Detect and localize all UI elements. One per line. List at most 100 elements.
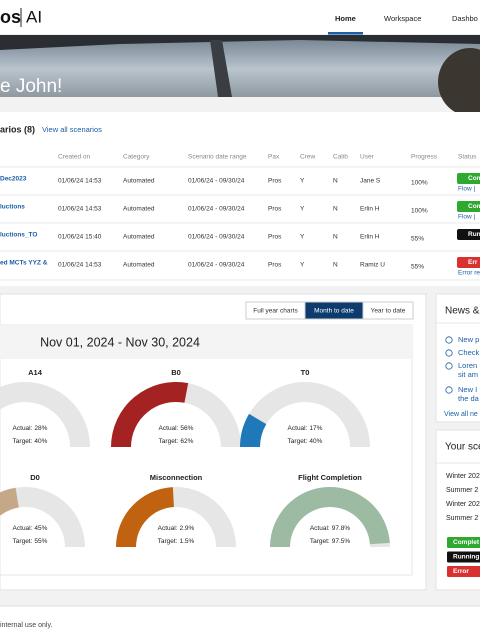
your-scenario-item[interactable]: Winter 202 xyxy=(446,501,480,508)
gauge-actual-caption: Actual: xyxy=(288,425,308,432)
table-cell: Y xyxy=(300,234,305,241)
range-button-label[interactable]: Month to date xyxy=(314,308,354,315)
table-cell: Y xyxy=(300,262,305,269)
table-cell: N xyxy=(333,206,338,213)
legend-badge xyxy=(447,537,480,548)
gauge-name: T0 xyxy=(301,368,310,377)
gauge-track xyxy=(240,382,370,447)
gauge-actual-value: 17% xyxy=(309,425,322,432)
gauge-actual-caption: Actual: xyxy=(158,525,178,532)
table-cell: Automated xyxy=(123,262,155,269)
news-item[interactable]: Check xyxy=(458,348,480,357)
table-cell: Y xyxy=(300,178,305,185)
your-scenario-item[interactable]: Summer 2 xyxy=(446,515,478,522)
table-cell: 55% xyxy=(411,264,424,271)
gauge-target: Target: 40% xyxy=(288,438,323,445)
gauge-target-caption: Target: xyxy=(310,538,330,545)
status-text: Err xyxy=(468,259,478,266)
table-cell: N xyxy=(333,234,338,241)
news-item[interactable]: New p xyxy=(458,335,479,344)
gauge-fill xyxy=(116,487,174,547)
news-item[interactable]: the da xyxy=(458,394,480,403)
cockpit-frame xyxy=(0,35,480,50)
column-header: Pax xyxy=(268,154,280,161)
gauge-actual-caption: Actual: xyxy=(159,425,179,432)
column-header: Progress xyxy=(411,154,438,161)
gauge-target-caption: Target: xyxy=(159,438,179,445)
column-header: Created on xyxy=(58,154,91,161)
gauge-actual-value: 2.9% xyxy=(180,525,195,532)
news-item[interactable]: Loren xyxy=(458,361,477,370)
table-cell: 100% xyxy=(411,180,428,187)
gauge-fill xyxy=(270,486,390,547)
legend-badge xyxy=(447,551,480,563)
gauge-fill xyxy=(240,413,267,447)
table-cell: 01/06/24 - 09/30/24 xyxy=(188,206,245,213)
column-header: Category xyxy=(123,154,150,161)
table-cell: Pros xyxy=(268,178,282,185)
nav-item[interactable]: Dashbo xyxy=(452,14,478,23)
table-cell: N xyxy=(333,262,338,269)
header-bar xyxy=(0,0,480,35)
gauge-target-caption: Target: xyxy=(13,438,33,445)
status-badge xyxy=(457,173,480,184)
scenario-name[interactable]: ed MCTs YYZ & xyxy=(0,260,48,267)
nav-item[interactable]: Home xyxy=(335,14,356,23)
status-text: Run xyxy=(468,231,480,238)
status-action[interactable]: Flow | xyxy=(458,186,476,193)
news-link[interactable]: View all ne xyxy=(444,411,478,418)
table-cell: 01/06/24 14:53 xyxy=(58,178,102,185)
news-title: News & xyxy=(445,306,480,317)
gauge-actual: Actual: 28% xyxy=(13,425,48,432)
gauge-title-band xyxy=(0,325,412,359)
pilot xyxy=(438,48,480,116)
scenarios-card xyxy=(0,112,480,286)
gauge-actual: Actual: 56% xyxy=(159,425,194,432)
gauge-actual-value: 45% xyxy=(34,525,47,532)
news-icon xyxy=(445,362,453,370)
gauge-actual: Actual: 45% xyxy=(13,525,48,532)
news-card xyxy=(435,293,480,423)
gauge-target-value: 97.5% xyxy=(332,538,351,545)
table-cell: Y xyxy=(300,206,305,213)
your-scenarios-card xyxy=(435,429,480,591)
column-header: Status xyxy=(458,154,477,161)
range-button-label[interactable]: Year to date xyxy=(371,308,406,315)
scenario-name[interactable]: Dec2023 xyxy=(0,176,27,183)
table-cell: N xyxy=(333,178,338,185)
legend-label: Error xyxy=(453,568,469,575)
scenarios-title: arios (8) xyxy=(0,124,35,134)
gauge-actual-value: 28% xyxy=(34,425,47,432)
scenario-name[interactable]: luctions_TO xyxy=(0,232,37,239)
news-item[interactable]: sit am xyxy=(458,370,478,379)
gauge-target-value: 1.5% xyxy=(180,538,195,545)
table-cell: Pros xyxy=(268,234,282,241)
footer-bar xyxy=(0,606,480,640)
news-icon xyxy=(445,336,453,344)
gauge-target: Target: 62% xyxy=(159,438,194,445)
news-icon xyxy=(445,386,453,394)
your-scenario-item[interactable]: Winter 202 xyxy=(446,473,480,480)
scenario-name[interactable]: luctions xyxy=(0,204,25,211)
gauge-fill xyxy=(111,382,189,447)
gauge-actual-value: 56% xyxy=(180,425,193,432)
gauge-name: B0 xyxy=(171,368,181,377)
nav-item[interactable]: Workspace xyxy=(384,14,421,23)
status-action[interactable]: Error re xyxy=(458,270,480,277)
logo: os xyxy=(0,7,21,27)
news-icon xyxy=(445,349,453,357)
gauge-area xyxy=(0,324,413,576)
gauge-name: A14 xyxy=(28,368,43,377)
status-badge xyxy=(457,201,480,212)
table-cell: 55% xyxy=(411,236,424,243)
range-button-label[interactable]: Full year charts xyxy=(253,308,298,315)
gauge-target: Target: 55% xyxy=(13,538,48,545)
legend-badge xyxy=(447,566,480,577)
range-button[interactable] xyxy=(362,301,414,320)
column-header: Crew xyxy=(300,154,315,161)
your-scenario-item[interactable]: Summer 2 xyxy=(446,487,478,494)
status-action[interactable]: Flow | xyxy=(458,214,476,221)
news-item[interactable]: New I xyxy=(458,385,477,394)
view-all-link[interactable]: View all scenarios xyxy=(42,125,102,134)
table-cell: Ramiz U xyxy=(360,262,385,269)
